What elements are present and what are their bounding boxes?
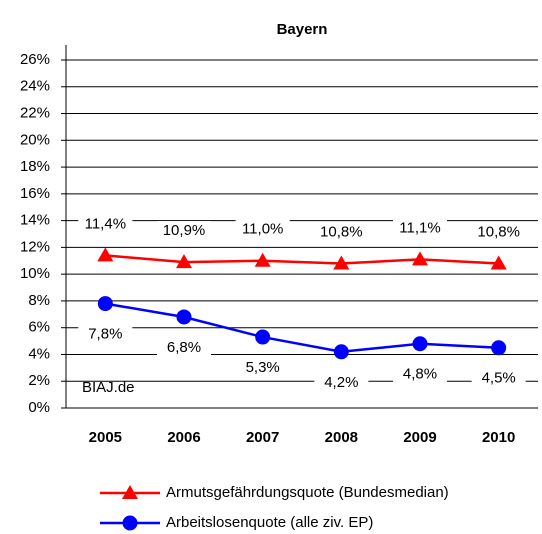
series-line xyxy=(105,254,499,265)
y-tick-label: 10% xyxy=(20,265,50,282)
label-bg xyxy=(157,337,211,358)
label-bg xyxy=(157,221,211,242)
data-point xyxy=(333,344,349,360)
data-point xyxy=(254,252,271,267)
data-point xyxy=(176,309,192,325)
data-point xyxy=(176,254,192,269)
data-label: 11,0% xyxy=(242,221,283,238)
y-tick-label: 12% xyxy=(20,238,50,255)
legend-label: Arbeitslosenquote (alle ziv. EP) xyxy=(166,514,373,531)
legend-marker xyxy=(122,485,138,499)
y-tick-label: 16% xyxy=(20,185,50,202)
y-tick-label: 26% xyxy=(20,51,50,68)
data-label: 7,8% xyxy=(88,326,122,343)
label-bg xyxy=(393,218,447,239)
y-tick-label: 6% xyxy=(28,319,50,336)
label-bg xyxy=(78,324,133,345)
data-label: 4,5% xyxy=(482,370,516,387)
x-tick-label: 2006 xyxy=(167,429,200,446)
label-bg xyxy=(314,372,369,393)
data-point xyxy=(255,329,271,345)
x-tick-label: 2008 xyxy=(325,429,358,446)
data-point xyxy=(490,255,507,270)
legend-label: Armutsgefährdungsquote (Bundesmedian) xyxy=(166,484,449,501)
label-bg xyxy=(78,214,133,235)
y-tick-label: 0% xyxy=(28,399,50,416)
label-bg xyxy=(235,219,290,240)
data-point xyxy=(97,296,113,312)
x-tick-label: 2009 xyxy=(403,429,436,446)
chart-title: Bayern xyxy=(277,21,328,38)
label-bg xyxy=(471,222,526,243)
data-point xyxy=(97,247,114,262)
data-point xyxy=(412,251,428,266)
data-label: 11,1% xyxy=(399,219,440,236)
series-line xyxy=(105,302,499,354)
data-label: 10,9% xyxy=(163,222,206,239)
data-label: 11,4% xyxy=(85,215,126,232)
data-label: 4,2% xyxy=(324,374,358,391)
data-label: 4,8% xyxy=(403,366,437,383)
annotation: BIAJ.de xyxy=(82,379,135,396)
data-label: 6,8% xyxy=(167,339,201,356)
data-label: 10,8% xyxy=(477,223,520,240)
data-label: 10,8% xyxy=(320,223,363,240)
y-tick-label: 14% xyxy=(20,212,50,229)
x-tick-label: 2010 xyxy=(482,429,515,446)
y-tick-label: 24% xyxy=(20,78,50,95)
label-bg xyxy=(314,222,369,243)
label-bg xyxy=(471,368,526,389)
x-tick-label: 2007 xyxy=(246,429,279,446)
label-bg xyxy=(393,364,447,385)
data-point xyxy=(491,340,507,356)
label-bg xyxy=(235,358,290,379)
y-tick-label: 4% xyxy=(28,345,50,362)
y-tick-label: 20% xyxy=(20,131,50,148)
data-point xyxy=(333,255,350,270)
legend-marker xyxy=(122,515,138,531)
y-tick-label: 8% xyxy=(28,292,50,309)
data-label: 5,3% xyxy=(246,359,280,376)
y-tick-label: 22% xyxy=(20,105,50,122)
x-tick-label: 2005 xyxy=(89,429,122,446)
data-point xyxy=(412,336,428,352)
y-tick-label: 18% xyxy=(20,158,50,175)
y-tick-label: 2% xyxy=(28,372,50,389)
